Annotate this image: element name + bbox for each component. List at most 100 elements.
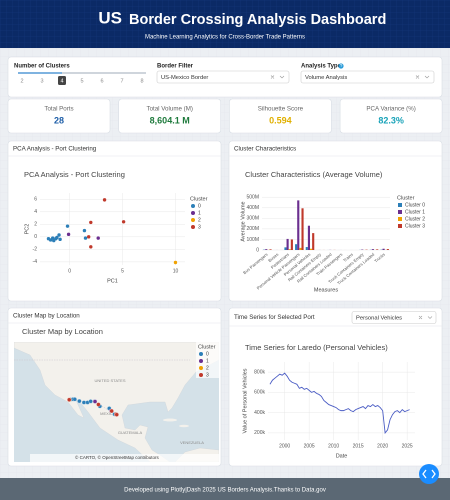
y-tick-label: 600k bbox=[254, 390, 265, 396]
nav-arrows bbox=[422, 469, 436, 479]
nav-button[interactable] bbox=[419, 464, 439, 484]
legend-title: Cluster bbox=[397, 195, 415, 201]
legend-label: 3 bbox=[198, 224, 201, 230]
bar bbox=[301, 208, 304, 250]
x-axis-title: Measures bbox=[314, 287, 338, 293]
map-point bbox=[88, 399, 93, 404]
point bbox=[121, 220, 126, 224]
bar bbox=[382, 248, 385, 250]
slider-mark: 3 bbox=[40, 78, 43, 84]
legend-swatch bbox=[191, 211, 195, 215]
legend-swatch bbox=[191, 204, 195, 208]
chart-title: PCA Analysis - Port Clustering bbox=[24, 170, 125, 179]
legend-label: 0 bbox=[198, 203, 201, 209]
kpi-label: PCA Variance (%) bbox=[366, 106, 415, 113]
legend-swatch bbox=[199, 366, 203, 370]
dropdown-value: US-Mexico Border bbox=[161, 75, 208, 81]
legend-label: Cluster 3 bbox=[405, 223, 425, 229]
bar bbox=[297, 200, 300, 250]
map-point bbox=[72, 397, 77, 402]
bar bbox=[284, 247, 287, 250]
island bbox=[179, 424, 189, 428]
control-label: Analysis Type bbox=[301, 64, 342, 70]
page-subtitle: Machine Learning Analytics for Cross-Bor… bbox=[145, 35, 305, 41]
point bbox=[58, 237, 62, 242]
map-point bbox=[92, 399, 98, 404]
y-tick-label: 0 bbox=[256, 247, 259, 253]
kpi-card bbox=[7, 98, 111, 134]
footer bbox=[0, 478, 450, 500]
panel-title: Cluster Characteristics bbox=[234, 146, 296, 153]
footer-text: Developed using Plotly|Dash 2025 US Bord… bbox=[124, 488, 326, 494]
chart-title: Time Series for Laredo (Personal Vehicle… bbox=[245, 343, 388, 352]
chart-title: Cluster Map by Location bbox=[22, 327, 103, 336]
map-label: UNITED STATES bbox=[95, 378, 126, 383]
kpi-card bbox=[229, 98, 332, 134]
y-tick-label: 200k bbox=[254, 430, 265, 436]
dropdown-icons[interactable] bbox=[418, 315, 433, 320]
kpi-label: Silhouette Score bbox=[258, 106, 304, 113]
legend-label: 3 bbox=[206, 372, 209, 378]
point bbox=[96, 236, 100, 240]
legend-swatch bbox=[398, 210, 402, 214]
map-point bbox=[81, 400, 87, 405]
y-tick-label: -4 bbox=[33, 259, 38, 265]
point bbox=[173, 260, 178, 265]
y-tick-label: 2 bbox=[34, 222, 37, 228]
x-tick-label: 5 bbox=[121, 268, 124, 274]
y-axis-title: PC2 bbox=[24, 224, 30, 235]
y-axis-title: Value of Personal Vehicles bbox=[242, 368, 248, 433]
panel-title: Cluster Map by Location bbox=[13, 313, 80, 320]
header-pattern bbox=[0, 0, 450, 48]
y-tick-label: 500M bbox=[246, 195, 259, 201]
point bbox=[89, 245, 93, 249]
slider-mark: 5 bbox=[80, 78, 83, 84]
dropdown[interactable] bbox=[300, 70, 435, 84]
dropdown-icons[interactable] bbox=[270, 75, 285, 79]
map-point bbox=[96, 402, 101, 407]
legend-title: Cluster bbox=[190, 196, 208, 202]
x-tick-label: 2020 bbox=[377, 443, 388, 449]
legend-swatch bbox=[398, 224, 402, 228]
point bbox=[89, 220, 93, 225]
x-axis-title: PC1 bbox=[107, 278, 118, 284]
info-glyph bbox=[339, 64, 343, 67]
point bbox=[66, 232, 71, 237]
y-tick-label: 800k bbox=[254, 369, 265, 375]
slider-mark: 7 bbox=[120, 78, 123, 84]
legend-swatch bbox=[199, 373, 203, 377]
point bbox=[57, 233, 61, 237]
x-tick-label: 2000 bbox=[279, 443, 290, 449]
kpi-value: 28 bbox=[54, 115, 64, 125]
control-label: Border Filter bbox=[157, 64, 194, 70]
bar bbox=[269, 249, 272, 250]
bar bbox=[305, 247, 308, 250]
bar bbox=[312, 233, 315, 250]
dropdown[interactable] bbox=[351, 311, 437, 324]
y-tick-label: -2 bbox=[33, 247, 38, 253]
panel bbox=[228, 307, 443, 467]
page-title: Border Crossing Analysis Dashboard bbox=[129, 12, 386, 28]
kpi-value: 82.3% bbox=[378, 115, 404, 125]
slider-mark: 2 bbox=[20, 78, 23, 84]
point bbox=[102, 198, 107, 202]
legend-title: Cluster bbox=[198, 344, 216, 350]
kpi-label: Total Volume (M) bbox=[146, 106, 192, 113]
legend-swatch bbox=[398, 217, 402, 221]
legend-label: 0 bbox=[206, 351, 209, 357]
y-tick-label: 100M bbox=[246, 237, 259, 243]
kpi-value: 0.594 bbox=[269, 115, 292, 125]
bar bbox=[295, 244, 298, 250]
x-tick-label: 0 bbox=[68, 268, 71, 274]
legend-label: 1 bbox=[206, 358, 209, 364]
y-tick-label: 200M bbox=[246, 226, 259, 232]
dropdown-icons[interactable] bbox=[415, 75, 430, 79]
slider-handle[interactable] bbox=[58, 76, 66, 85]
dropdown-value: Personal Vehicles bbox=[356, 315, 402, 321]
y-tick-label: 400k bbox=[254, 410, 265, 416]
x-tick-label: 2025 bbox=[402, 443, 413, 449]
dropdown[interactable] bbox=[156, 70, 290, 84]
land bbox=[14, 342, 219, 462]
x-tick-label: Buses bbox=[267, 252, 279, 263]
legend-swatch bbox=[191, 218, 195, 222]
